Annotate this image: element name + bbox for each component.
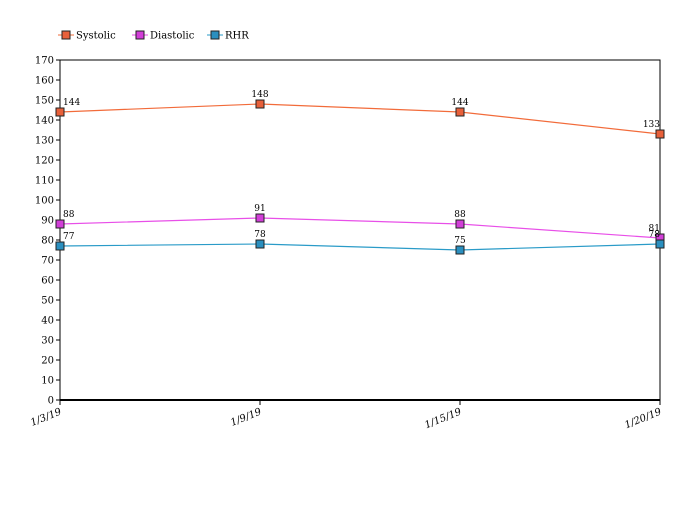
legend-label: RHR xyxy=(225,31,249,42)
data-point-systolic xyxy=(455,107,465,117)
y-tick-label: 30 xyxy=(41,336,54,347)
y-tick-label: 90 xyxy=(41,216,54,227)
y-tick-label: 130 xyxy=(35,136,54,147)
data-point-diastolic xyxy=(255,213,265,223)
x-tick-label: 1/20/19 xyxy=(623,406,663,431)
data-point-diastolic xyxy=(455,219,465,229)
data-point-rhr xyxy=(255,239,265,249)
series-line-systolic xyxy=(59,103,661,135)
y-tick-label: 140 xyxy=(35,116,54,127)
data-point-diastolic xyxy=(55,219,65,229)
data-label: 148 xyxy=(251,90,268,100)
legend-label: Diastolic xyxy=(150,31,195,42)
legend-marker xyxy=(61,30,71,40)
legend-item-rhr: RHR xyxy=(207,30,249,42)
y-tick-label: 50 xyxy=(41,296,54,307)
data-point-systolic xyxy=(655,129,665,139)
data-label: 133 xyxy=(643,120,660,130)
y-tick-label: 150 xyxy=(35,96,54,107)
y-tick-label: 0 xyxy=(48,396,54,407)
y-tick-label: 40 xyxy=(41,316,54,327)
y-tick-label: 120 xyxy=(35,156,54,167)
y-tick-label: 160 xyxy=(35,76,54,87)
plot-frame xyxy=(59,59,661,401)
data-label: 91 xyxy=(254,204,265,214)
data-label: 75 xyxy=(454,236,466,246)
y-tick-label: 20 xyxy=(41,356,54,367)
y-tick-label: 80 xyxy=(41,236,54,247)
y-tick-label: 100 xyxy=(35,196,54,207)
legend-label: Systolic xyxy=(76,31,116,42)
x-tick-label: 1/3/19 xyxy=(29,406,64,428)
series-line-diastolic xyxy=(59,217,661,239)
data-label: 144 xyxy=(63,98,80,108)
legend-item-systolic: Systolic xyxy=(58,30,116,42)
data-point-rhr xyxy=(655,239,665,249)
legend-marker xyxy=(135,30,145,40)
y-tick-label: 170 xyxy=(35,56,54,67)
data-label: 88 xyxy=(63,210,75,220)
data-label: 77 xyxy=(63,232,75,242)
y-tick-label: 60 xyxy=(41,276,54,287)
y-tick-label: 110 xyxy=(35,176,54,187)
x-tick-label: 1/9/19 xyxy=(229,406,264,428)
legend: Systolic Diastolic RHR xyxy=(58,30,249,42)
data-label: 81 xyxy=(649,224,660,234)
series-line-rhr xyxy=(59,243,661,251)
data-label: 78 xyxy=(649,230,661,240)
data-point-systolic xyxy=(255,99,265,109)
data-point-rhr xyxy=(455,245,465,255)
data-label: 78 xyxy=(254,230,266,240)
legend-item-diastolic: Diastolic xyxy=(132,30,195,42)
x-tick-label: 1/15/19 xyxy=(423,406,463,431)
legend-marker xyxy=(210,30,220,40)
data-point-rhr xyxy=(55,241,65,251)
data-label: 144 xyxy=(451,98,468,108)
data-point-systolic xyxy=(55,107,65,117)
y-tick-label: 70 xyxy=(41,256,54,267)
y-tick-label: 10 xyxy=(41,376,54,387)
data-label: 88 xyxy=(454,210,466,220)
plot-area: 0 10 20 30 40 50 60 70 80 90 100 110 120 130 140 150 160… xyxy=(29,56,665,431)
